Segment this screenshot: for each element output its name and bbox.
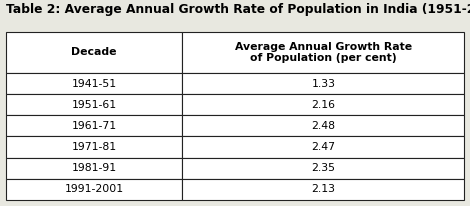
Bar xyxy=(182,136,464,158)
Text: 2.16: 2.16 xyxy=(311,100,335,110)
Text: 1941-51: 1941-51 xyxy=(71,79,117,89)
Text: 2.48: 2.48 xyxy=(311,121,335,131)
Text: 2.35: 2.35 xyxy=(311,163,335,173)
Bar xyxy=(182,32,464,73)
Text: Table 2: Average Annual Growth Rate of Population in India (1951-2001): Table 2: Average Annual Growth Rate of P… xyxy=(6,3,470,16)
Text: 2.47: 2.47 xyxy=(311,142,335,152)
Text: 1981-91: 1981-91 xyxy=(71,163,117,173)
Bar xyxy=(6,73,182,94)
Bar xyxy=(182,158,464,179)
Bar xyxy=(6,94,182,115)
Bar xyxy=(182,73,464,94)
Bar xyxy=(6,179,182,200)
Bar xyxy=(182,115,464,136)
Text: Decade: Decade xyxy=(71,48,117,57)
Text: 1.33: 1.33 xyxy=(311,79,335,89)
Bar xyxy=(6,158,182,179)
Bar xyxy=(182,94,464,115)
Bar xyxy=(6,32,182,73)
Bar xyxy=(182,179,464,200)
Bar xyxy=(6,115,182,136)
Bar xyxy=(6,136,182,158)
Text: Average Annual Growth Rate
of Population (per cent): Average Annual Growth Rate of Population… xyxy=(235,42,412,63)
Text: 1991-2001: 1991-2001 xyxy=(64,184,124,194)
Text: 2.13: 2.13 xyxy=(311,184,335,194)
Text: 1971-81: 1971-81 xyxy=(71,142,117,152)
Text: 1951-61: 1951-61 xyxy=(71,100,117,110)
Text: 1961-71: 1961-71 xyxy=(71,121,117,131)
